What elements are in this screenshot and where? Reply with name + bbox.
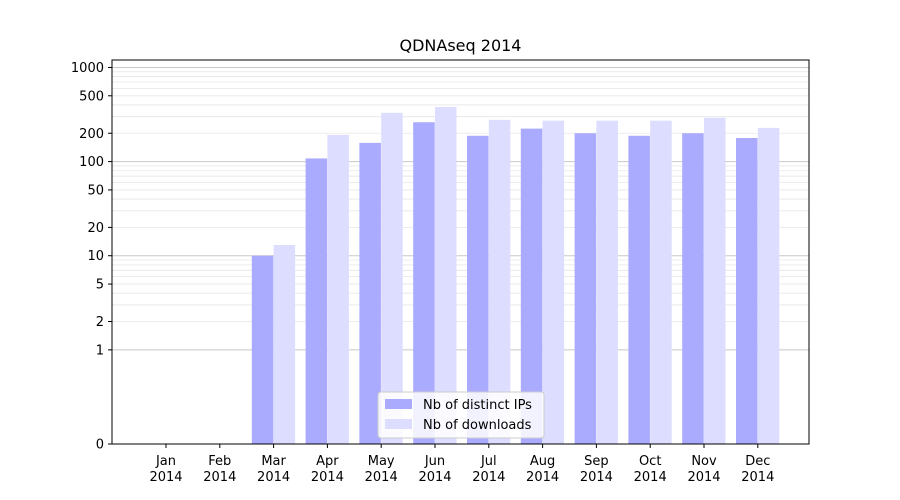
legend-swatch (385, 399, 412, 409)
bar-ips (251, 255, 274, 444)
chart-title: QDNAseq 2014 (400, 36, 522, 55)
bar-ips (467, 135, 489, 445)
bar-downloads (327, 134, 349, 444)
bar-ips (520, 128, 543, 444)
y-tick-label: 10 (87, 249, 104, 264)
bar-downloads (650, 120, 672, 444)
bar-downloads (542, 120, 565, 444)
bar-downloads (757, 127, 780, 445)
bar-ips (628, 135, 650, 445)
y-tick-label: 200 (79, 127, 104, 142)
y-tick-label: 1 (96, 343, 104, 358)
x-axis: Jan 2014 Feb 2014 Mar 2014 Apr 2014 May 2014 Jun 20… (149, 444, 774, 485)
x-tick-label: Dec 2014 (741, 454, 774, 485)
y-tick-label: 100 (79, 155, 104, 170)
bar-ips (413, 122, 435, 444)
x-tick-label: Mar 2014 (257, 454, 290, 485)
legend-label: Nb of downloads (423, 418, 532, 433)
x-tick-label: Jun 2014 (418, 454, 451, 485)
bar-ips (305, 158, 328, 445)
x-tick-label: Oct 2014 (634, 454, 667, 485)
bar-ips (359, 142, 381, 444)
legend: Nb of distinct IPs Nb of downloads (377, 391, 545, 439)
x-tick-label: Feb 2014 (203, 454, 236, 485)
y-axis: 0 1 2 5 10 20 50 100 200 500 1000 (71, 61, 112, 453)
legend-swatch (385, 419, 412, 429)
y-tick-label: 20 (87, 221, 104, 236)
x-tick-label: Apr 2014 (311, 454, 344, 485)
bar-ips (682, 133, 704, 444)
x-tick-label: May 2014 (365, 454, 398, 485)
y-tick-label: 50 (87, 183, 104, 198)
bar-downloads (704, 117, 726, 444)
bar-downloads (596, 120, 618, 444)
bar-downloads (435, 107, 457, 444)
x-tick-label: Nov 2014 (687, 454, 720, 485)
axes-frame (111, 59, 810, 445)
x-tick-label: Aug 2014 (526, 454, 559, 485)
y-tick-label: 0 (96, 438, 104, 453)
bar-downloads (273, 245, 296, 444)
y-tick-label: 5 (96, 278, 104, 293)
x-tick-label: Sep 2014 (580, 454, 613, 485)
y-tick-label: 500 (79, 89, 104, 104)
legend-box (377, 391, 545, 439)
x-tick-label: Jan 2014 (149, 454, 182, 485)
bar-ips (736, 138, 758, 444)
y-tick-label: 1000 (71, 61, 104, 76)
legend-label: Nb of distinct IPs (423, 398, 532, 413)
x-tick-label: Jul 2014 (472, 454, 505, 485)
bar-downloads (381, 112, 403, 444)
bar-downloads (488, 119, 511, 444)
bar-ips (574, 133, 597, 444)
bars (251, 107, 780, 445)
y-tick-label: 2 (96, 315, 104, 330)
